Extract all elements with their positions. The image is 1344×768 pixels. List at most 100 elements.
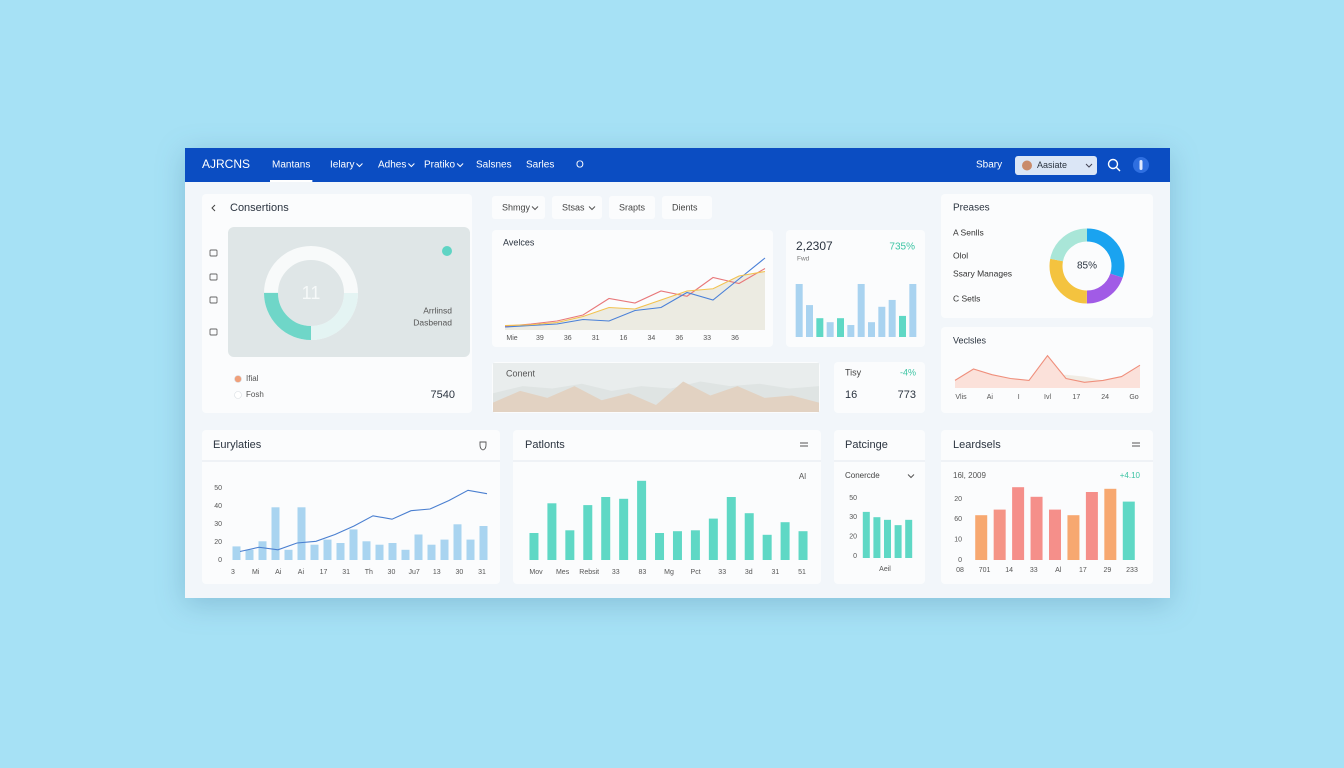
- stat-value: 16: [845, 389, 857, 401]
- area: [955, 355, 1140, 388]
- stat-change: -4%: [900, 367, 916, 377]
- filter-pill[interactable]: [662, 196, 712, 219]
- bar: [232, 546, 241, 560]
- bar: [878, 306, 886, 337]
- bar: [388, 543, 397, 560]
- chevron-icon: [356, 163, 363, 168]
- note: Al: [799, 472, 806, 481]
- filter-label[interactable]: Shmgy: [502, 202, 531, 212]
- stat-caption: Fwd: [797, 256, 810, 263]
- filter-label[interactable]: Dients: [672, 202, 698, 212]
- card-title: Eurylaties: [213, 439, 262, 451]
- stat-change: 735%: [889, 242, 915, 253]
- bar: [297, 507, 306, 560]
- axis-label: 36: [731, 335, 739, 342]
- axis-label: 31: [478, 569, 486, 576]
- nav-item[interactable]: Pratiko: [424, 160, 456, 171]
- bar: [440, 539, 449, 560]
- axis-label: 17: [320, 569, 328, 576]
- select-label[interactable]: Conercde: [845, 471, 880, 480]
- y-axis-label: 30: [214, 521, 222, 528]
- account-dropdown[interactable]: [1015, 156, 1097, 175]
- user-label[interactable]: Sbary: [976, 160, 1002, 171]
- nav-item[interactable]: Sarles: [526, 160, 554, 171]
- bar: [884, 519, 891, 558]
- y-axis-label: 60: [954, 516, 962, 523]
- nav-item[interactable]: Adhes: [378, 160, 406, 171]
- avatar: [1022, 160, 1032, 171]
- bar: [1122, 501, 1135, 560]
- axis-label: Pct: [691, 569, 701, 576]
- bar: [873, 517, 881, 558]
- filter-pill[interactable]: [492, 196, 545, 219]
- bar: [868, 322, 875, 337]
- donut-segment: [1049, 228, 1125, 304]
- bar: [453, 524, 462, 560]
- chevron-icon: [456, 163, 464, 168]
- filter-pill[interactable]: [552, 196, 602, 219]
- account-name[interactable]: Aasiate: [1037, 160, 1067, 170]
- gauge-value: 11: [302, 283, 321, 303]
- axis-label: 31: [342, 569, 350, 576]
- y-axis-label: 0: [853, 553, 857, 560]
- axis-label: 30: [455, 569, 463, 576]
- list-item: Olol: [953, 250, 968, 260]
- axis-label: 233: [1126, 567, 1138, 574]
- donut-segment: [1049, 228, 1125, 304]
- axis-label: Mie: [506, 335, 517, 342]
- bar: [479, 526, 488, 560]
- filter-label[interactable]: Stsas: [562, 202, 585, 212]
- nav-item[interactable]: Salsnes: [476, 160, 512, 171]
- axis-label: 3: [231, 569, 235, 576]
- nav-bar: [185, 148, 1170, 182]
- bar: [565, 530, 575, 560]
- back-icon: [211, 204, 216, 212]
- axis-label: Ai: [298, 569, 305, 576]
- axis-label: I: [1018, 394, 1020, 401]
- side-icon: [209, 273, 218, 281]
- bar: [637, 480, 647, 560]
- axis-label: 39: [536, 335, 544, 342]
- filter-pill[interactable]: [609, 196, 655, 219]
- axis-label: 30: [388, 569, 396, 576]
- search-icon[interactable]: [1107, 158, 1119, 170]
- nav-item[interactable]: O: [576, 160, 584, 171]
- y-axis-label: 20: [214, 539, 222, 546]
- y-axis-label: 40: [214, 503, 222, 510]
- side-icon: [209, 249, 218, 257]
- card-title: Conent: [506, 368, 536, 378]
- axis-label: Vlis: [955, 394, 967, 401]
- bar: [975, 515, 988, 560]
- axis-label: Th: [365, 569, 373, 576]
- line: [954, 354, 1141, 383]
- bar: [258, 541, 267, 560]
- bar: [336, 543, 345, 560]
- area: [493, 381, 819, 412]
- card: [513, 430, 821, 584]
- legend-dot: [234, 391, 242, 399]
- axis-label: 17: [1079, 567, 1087, 574]
- bar: [672, 531, 682, 560]
- nav-item[interactable]: Mantans: [272, 160, 310, 171]
- active-indicator: [270, 180, 313, 182]
- bar: [547, 503, 557, 560]
- axis-label: 33: [703, 335, 711, 342]
- card-title: Veclsles: [953, 335, 987, 345]
- total-value: 7540: [431, 389, 455, 401]
- bar: [862, 511, 870, 558]
- chevron-icon: [531, 206, 539, 211]
- bar: [857, 283, 865, 337]
- donut-center: 85%: [1077, 261, 1097, 272]
- axis-label: 13: [433, 569, 441, 576]
- axis-label: Rebsit: [579, 569, 599, 576]
- filter-label[interactable]: Srapts: [619, 202, 646, 212]
- bar: [780, 522, 790, 560]
- bar: [601, 497, 611, 560]
- bar: [1104, 488, 1117, 560]
- bar: [619, 498, 629, 560]
- caption: Arrlinsd: [423, 305, 452, 315]
- bar: [837, 318, 844, 337]
- axis-label: 36: [564, 335, 572, 342]
- nav-item[interactable]: Ielary: [330, 160, 354, 171]
